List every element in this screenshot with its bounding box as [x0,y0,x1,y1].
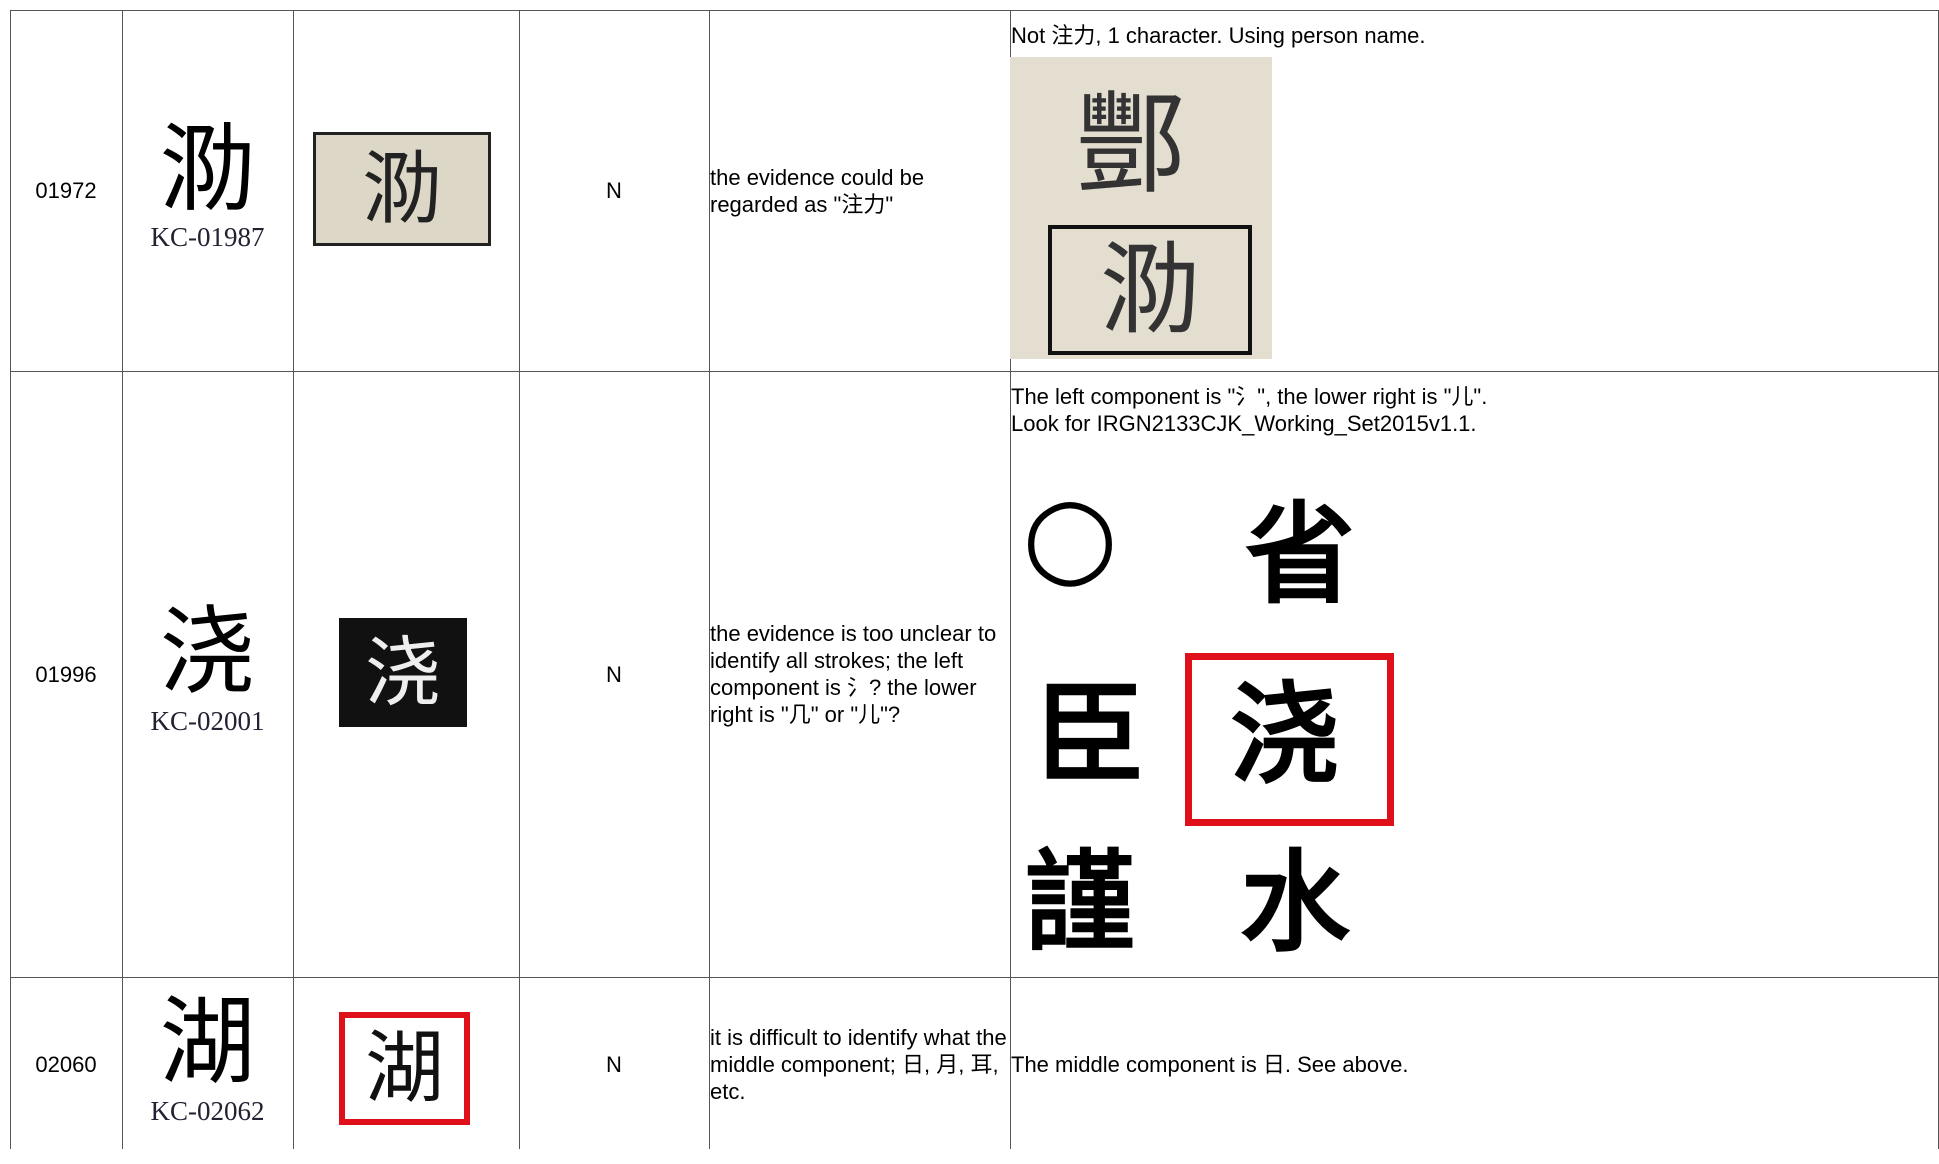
comment-text: the evidence is too unclear to identify … [710,621,997,727]
decision: N [606,661,622,687]
comment-text: it is difficult to identify what the mid… [710,1024,1007,1104]
response-line: The middle component is 日. See above. [1011,1051,1409,1077]
image-char: ○ [1022,470,1118,599]
column-border [10,10,11,1149]
comment-text: the evidence could be regarded as "注力" [710,164,925,217]
response-line: The left component is "氵", the lower rig… [1011,384,1488,409]
row-id: 01972 [35,178,97,203]
row-border [10,977,1939,978]
comment: it is difficult to identify what the mid… [710,964,1008,1164]
evidence-image: 浇 [339,618,467,727]
column-border [122,10,123,1149]
image-char: 謹 [1025,837,1135,967]
decision: N [606,1051,622,1077]
row-id: 01996 [35,661,97,687]
response-line: Look for IRGN2133CJK_Working_Set2015v1.1… [1011,411,1477,436]
comment: the evidence is too unclear to identify … [710,574,1008,774]
source-label: KC-02001 [150,705,265,736]
column-border [1010,10,1011,1149]
glyph: 浇 [159,596,256,708]
source-label: KC-02062 [150,1095,265,1126]
evidence-image: 湖 [339,1012,470,1125]
evidence-image: 泐 [313,132,491,246]
row-id: 02060 [35,1051,97,1077]
glyph: 湖 [159,986,256,1098]
column-border [293,10,294,1149]
highlight-box [1185,653,1394,826]
image-char: 水 [1240,837,1350,967]
row-border [10,10,1939,11]
row-border [10,371,1939,372]
comment: the evidence could be regarded as "注力" [710,91,1008,291]
glyph: 泐 [159,112,256,225]
image-char: 浇 [1230,670,1340,799]
image-char: 省 [1245,490,1355,619]
column-border [709,10,710,1149]
column-border [519,10,520,1149]
response-image [1010,57,1272,359]
image-char: 臣 [1035,670,1145,799]
decision: N [606,178,622,203]
image-char: 酆 [1075,81,1185,209]
response-line: Not 注力, 1 character. Using person name. [1011,23,1426,48]
source-label: KC-01987 [150,222,265,252]
image-char: 泐 [1048,225,1252,355]
